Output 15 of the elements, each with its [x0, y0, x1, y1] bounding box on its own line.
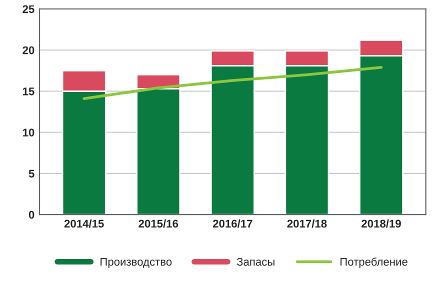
- legend-label: Запасы: [236, 258, 274, 266]
- x-tick-label: 2015/16: [138, 219, 178, 228]
- y-tick-label: 5: [28, 170, 34, 178]
- line-series: [82, 66, 383, 100]
- x-tick-label: 2016/17: [212, 219, 252, 228]
- x-tick-label: 2014/15: [64, 219, 104, 228]
- legend-label: Производство: [100, 258, 172, 268]
- y-tick-label: 25: [22, 5, 34, 14]
- y-tick-label: 15: [22, 88, 34, 96]
- x-tick-label: 2017/18: [287, 219, 327, 228]
- y-tick-label: 0: [28, 210, 34, 219]
- y-tick-label: 10: [22, 128, 34, 136]
- legend-label: Потребление: [340, 257, 408, 268]
- y-tick-label: 20: [22, 46, 34, 54]
- x-tick-label: 2018/19: [362, 219, 401, 228]
